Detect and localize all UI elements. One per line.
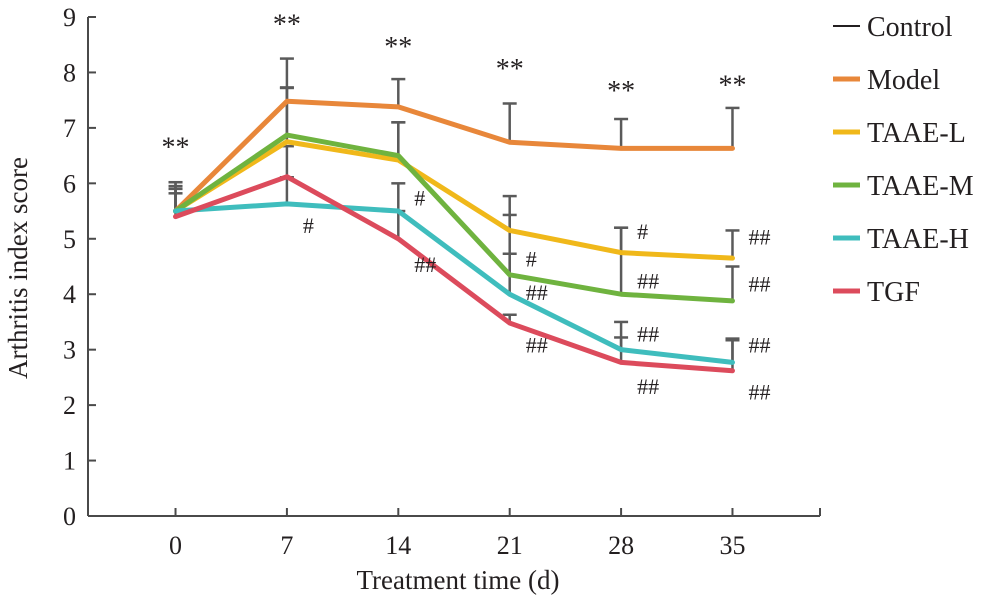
significance-label: ## xyxy=(414,252,436,277)
y-tick-label: 4 xyxy=(63,280,76,309)
legend: Control Model TAAE-L TAAE-M TAAE-H TGF xyxy=(833,12,974,308)
series-line-taae-h xyxy=(173,201,735,365)
series-line-taae-l xyxy=(173,139,735,261)
x-tick-label: 21 xyxy=(497,531,523,560)
series-line-taae-m xyxy=(173,132,735,304)
legend-label-control: Control xyxy=(867,12,953,43)
significance-label: ** xyxy=(496,54,524,85)
series-line-tgf xyxy=(173,174,735,374)
x-tick-label: 14 xyxy=(385,531,411,560)
x-axis-title: Treatment time (d) xyxy=(357,565,560,595)
legend-label-model: Model xyxy=(867,65,940,96)
legend-label-tgf: TGF xyxy=(867,277,920,308)
significance-label: ## xyxy=(748,271,770,296)
significance-label: ## xyxy=(637,269,659,294)
significance-label: ** xyxy=(607,76,635,107)
x-tick-label: 7 xyxy=(280,531,293,560)
significance-annotations: ********** **#### #################### xyxy=(162,10,771,405)
significance-label: # xyxy=(414,186,425,211)
x-tick-label: 35 xyxy=(719,531,745,560)
significance-label: ## xyxy=(748,332,770,357)
significance-label: ## xyxy=(526,280,548,305)
significance-label: ## xyxy=(526,332,548,357)
significance-label: # xyxy=(303,213,314,238)
significance-label: # xyxy=(526,247,537,272)
y-tick-label: 6 xyxy=(63,169,76,198)
y-tick-label: 8 xyxy=(63,58,76,87)
y-tick-label: 5 xyxy=(63,225,76,254)
legend-label-taae-m: TAAE-M xyxy=(867,171,974,202)
plot-area xyxy=(168,57,740,374)
legend-label-taae-l: TAAE-L xyxy=(867,118,966,149)
y-tick-label: 0 xyxy=(63,502,76,531)
significance-label: ** xyxy=(718,71,746,102)
y-tick-label: 9 xyxy=(63,3,76,32)
y-tick-label: 3 xyxy=(63,336,76,365)
y-tick-label: 7 xyxy=(63,114,76,143)
axes: 0 1 2 3 4 5 6 7 8 9 0 7 14 21 28 35 xyxy=(63,3,821,560)
y-tick-label: 1 xyxy=(63,447,76,476)
significance-label: ## xyxy=(637,374,659,399)
x-tick-label: 0 xyxy=(169,531,182,560)
significance-label: ** xyxy=(273,10,301,41)
significance-label: ## xyxy=(748,380,770,405)
x-tick-label: 28 xyxy=(608,531,634,560)
series-line-model xyxy=(173,98,735,214)
y-tick-label: 2 xyxy=(63,391,76,420)
significance-label: ** xyxy=(162,133,190,164)
significance-label: ## xyxy=(748,224,770,249)
significance-label: # xyxy=(637,219,648,244)
significance-label: ## xyxy=(637,321,659,346)
legend-label-taae-h: TAAE-H xyxy=(867,224,969,255)
significance-label: ** xyxy=(384,32,412,63)
y-axis-title: Arthritis index score xyxy=(3,157,33,379)
